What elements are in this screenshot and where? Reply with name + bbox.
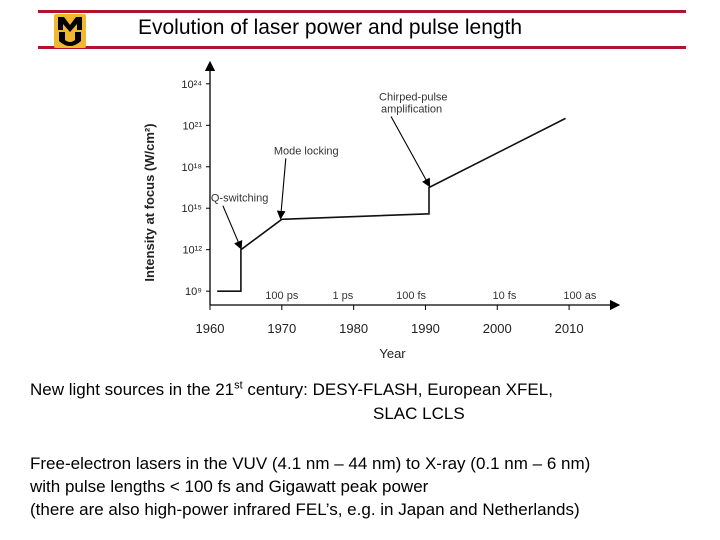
- annotation-label: Mode locking: [274, 145, 339, 157]
- fel-line-2: with pulse lengths < 100 fs and Gigawatt…: [30, 477, 429, 496]
- y-tick-label: 10¹²: [182, 245, 202, 257]
- pulse-length-label: 100 as: [563, 290, 597, 302]
- light-sources-continuation: SLAC LCLS: [373, 404, 465, 423]
- new-light-sources-line: New light sources in the 21st century: D…: [30, 378, 553, 401]
- x-tick-label: 1970: [267, 321, 296, 336]
- annotation-arrow: [390, 116, 431, 188]
- intensity-series-line: [217, 117, 566, 292]
- fel-line-3: (there are also high-power infrared FEL’…: [30, 500, 580, 519]
- annotation-label: Chirped-pulse: [379, 92, 447, 104]
- y-tick-label: 10¹⁵: [182, 203, 202, 215]
- annotation-arrow: [276, 158, 287, 220]
- mizzou-mu-logo-icon: [54, 14, 86, 48]
- x-tick-label: 1980: [339, 321, 368, 336]
- x-tick-label: 2000: [483, 321, 512, 336]
- pulse-length-label: 100 fs: [396, 290, 426, 302]
- pulse-length-label: 10 fs: [493, 290, 517, 302]
- pulse-length-label: 1 ps: [332, 290, 353, 302]
- light-sources-list: century: DESY-FLASH, European XFEL,: [242, 380, 553, 399]
- y-axis-label: Intensity at focus (W/cm²): [142, 123, 157, 281]
- x-axis-label: Year: [379, 346, 406, 361]
- century-superscript: st: [234, 379, 243, 392]
- light-sources-text: New light sources in the 21: [30, 380, 235, 399]
- annotation-label: Q-switching: [211, 193, 268, 205]
- y-tick-label: 10¹⁸: [181, 162, 202, 174]
- x-tick-label: 2010: [555, 321, 584, 336]
- annotation-label: amplification: [381, 104, 442, 116]
- x-tick-label: 1990: [411, 321, 440, 336]
- x-tick-label: 1960: [196, 321, 225, 336]
- fel-line-1: Free-electron lasers in the VUV (4.1 nm …: [30, 454, 591, 473]
- header-bottom-rule: [38, 46, 686, 49]
- annotation-arrow: [222, 205, 243, 250]
- y-tick-label: 10⁹: [185, 286, 202, 298]
- intensity-chart: 10⁹ 10¹² 10¹⁵ 10¹⁸ 10²¹ 10²⁴ 1960 1970 1980 1990 2…: [142, 60, 620, 361]
- slide-title: Evolution of laser power and pulse lengt…: [138, 16, 523, 39]
- pulse-length-label: 100 ps: [265, 290, 299, 302]
- y-tick-label: 10²⁴: [181, 79, 202, 91]
- header-top-rule: [38, 10, 686, 13]
- y-tick-label: 10²¹: [182, 120, 202, 132]
